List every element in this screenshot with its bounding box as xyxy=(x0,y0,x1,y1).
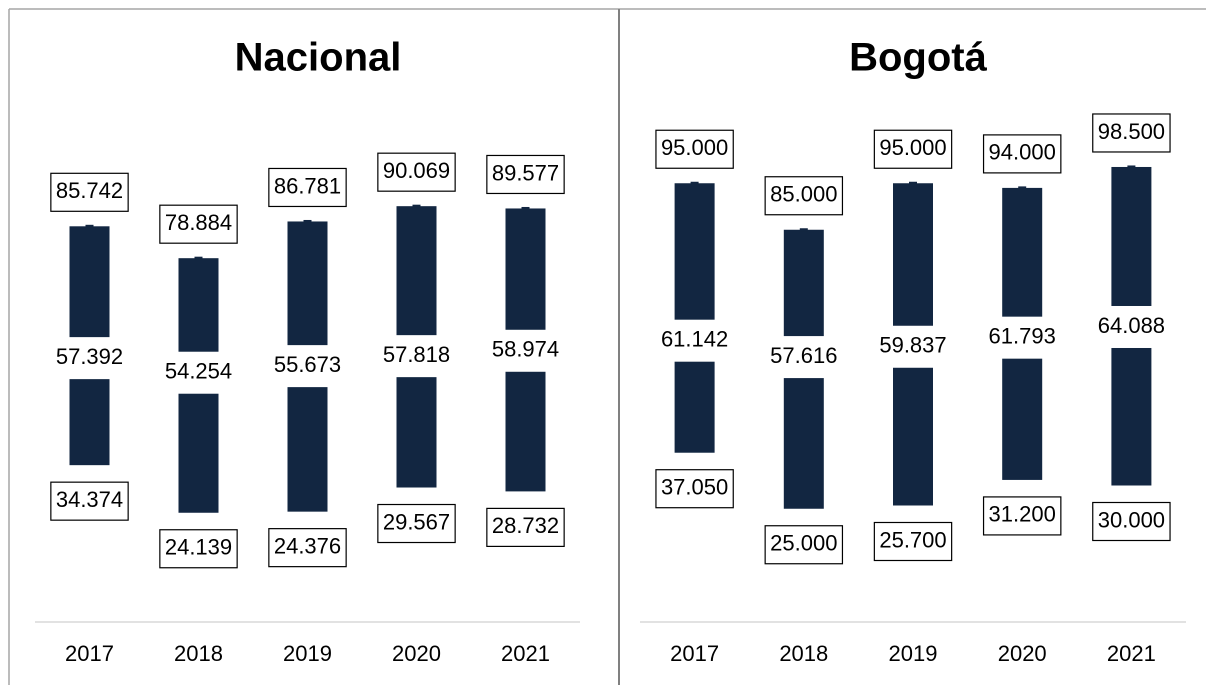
value-label: 57.818 xyxy=(383,342,450,367)
chart-title: Nacional xyxy=(235,36,402,80)
value-label: 85.000 xyxy=(770,182,837,207)
value-label: 25.000 xyxy=(770,531,837,556)
value-label: 28.732 xyxy=(492,513,559,538)
label-background xyxy=(50,339,129,378)
label-box xyxy=(268,528,347,568)
label-box xyxy=(159,529,238,569)
label-background xyxy=(765,338,843,377)
value-label: 24.139 xyxy=(165,535,232,560)
value-label: 95.000 xyxy=(661,135,728,160)
label-box xyxy=(764,176,844,216)
label-background xyxy=(159,353,238,392)
value-label: 85.742 xyxy=(56,178,123,203)
label-box xyxy=(159,204,238,244)
value-label: 57.616 xyxy=(770,343,837,368)
value-label: 89.577 xyxy=(492,160,559,185)
x-tick-label: 2018 xyxy=(174,641,223,666)
value-label: 98.500 xyxy=(1098,119,1165,144)
value-label: 30.000 xyxy=(1098,507,1165,532)
label-box xyxy=(873,129,953,169)
x-tick-label: 2017 xyxy=(65,641,114,666)
value-label: 95.000 xyxy=(879,135,946,160)
label-box xyxy=(268,167,347,208)
label-box xyxy=(655,129,734,169)
value-label: 61.793 xyxy=(989,323,1056,348)
label-box xyxy=(1092,501,1171,542)
label-box xyxy=(764,525,844,565)
label-background xyxy=(377,337,456,376)
value-label: 24.376 xyxy=(274,533,341,558)
label-background xyxy=(655,321,734,360)
label-background xyxy=(268,347,347,386)
label-box xyxy=(50,481,129,521)
x-tick-label: 2019 xyxy=(889,641,938,666)
value-label: 55.673 xyxy=(274,352,341,377)
label-box xyxy=(873,521,953,562)
value-label: 57.392 xyxy=(56,344,123,369)
value-label: 37.050 xyxy=(661,475,728,500)
label-background xyxy=(1092,307,1171,346)
value-label: 86.781 xyxy=(274,173,341,198)
label-background xyxy=(486,331,565,370)
value-label: 31.200 xyxy=(989,502,1056,527)
value-label: 64.088 xyxy=(1098,313,1165,338)
label-box xyxy=(486,154,565,195)
value-label: 90.069 xyxy=(383,158,450,183)
label-box xyxy=(1092,113,1171,153)
label-box xyxy=(377,152,456,192)
value-label: 94.000 xyxy=(989,140,1056,165)
chart-title: Bogotá xyxy=(849,36,988,80)
x-tick-label: 2020 xyxy=(392,641,441,666)
x-tick-label: 2017 xyxy=(670,641,719,666)
x-tick-label: 2021 xyxy=(501,641,550,666)
label-box xyxy=(982,134,1062,174)
value-label: 54.254 xyxy=(165,359,232,384)
value-label: 34.374 xyxy=(56,487,123,512)
x-tick-label: 2020 xyxy=(998,641,1047,666)
label-box xyxy=(982,496,1062,536)
value-label: 25.700 xyxy=(879,527,946,552)
x-tick-label: 2019 xyxy=(283,641,332,666)
x-tick-label: 2021 xyxy=(1107,641,1156,666)
value-label: 61.142 xyxy=(661,327,728,352)
label-box xyxy=(50,172,129,212)
value-label: 29.567 xyxy=(383,509,450,534)
label-background xyxy=(983,318,1061,357)
label-background xyxy=(874,327,952,366)
value-label: 58.974 xyxy=(492,337,559,362)
label-box xyxy=(377,503,456,544)
range-bar xyxy=(674,183,715,453)
x-tick-label: 2018 xyxy=(779,641,828,666)
label-box xyxy=(655,469,734,509)
value-label: 59.837 xyxy=(879,333,946,358)
label-box xyxy=(486,507,565,547)
value-label: 78.884 xyxy=(165,210,232,235)
